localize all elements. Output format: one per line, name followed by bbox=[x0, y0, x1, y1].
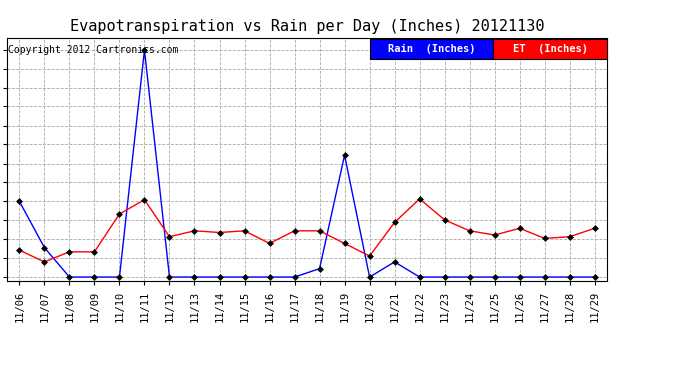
Text: ET  (Inches): ET (Inches) bbox=[513, 44, 588, 54]
FancyBboxPatch shape bbox=[370, 39, 493, 59]
FancyBboxPatch shape bbox=[493, 39, 607, 59]
Text: Rain  (Inches): Rain (Inches) bbox=[388, 44, 475, 54]
Title: Evapotranspiration vs Rain per Day (Inches) 20121130: Evapotranspiration vs Rain per Day (Inch… bbox=[70, 18, 544, 33]
Text: Copyright 2012 Cartronics.com: Copyright 2012 Cartronics.com bbox=[8, 45, 179, 55]
